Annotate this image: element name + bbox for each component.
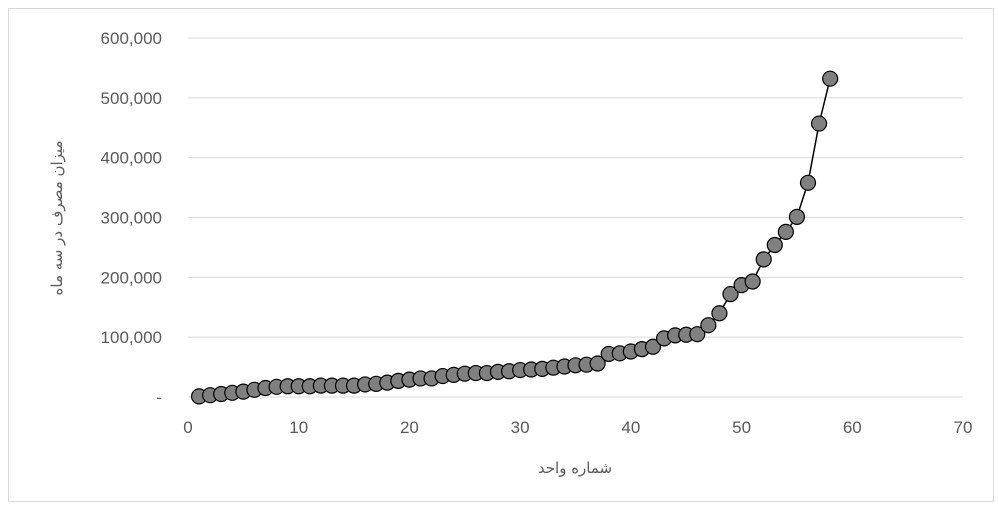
x-tick-labels: 0 10 20 30 40 50 60 70 bbox=[183, 418, 972, 437]
series bbox=[190, 70, 839, 405]
y-tick-label: 400,000 bbox=[101, 149, 162, 168]
y-tick-label: 200,000 bbox=[101, 268, 162, 287]
y-tick-label: - bbox=[156, 388, 162, 407]
data-point bbox=[799, 174, 817, 191]
chart-frame bbox=[8, 8, 994, 502]
data-point bbox=[766, 236, 783, 254]
x-tick-label: 0 bbox=[183, 418, 192, 437]
data-point bbox=[711, 305, 728, 322]
data-point bbox=[722, 285, 739, 303]
y-tick-label: 300,000 bbox=[101, 209, 162, 228]
x-tick-label: 20 bbox=[400, 418, 419, 437]
data-point bbox=[644, 338, 662, 355]
x-tick-label: 40 bbox=[621, 418, 640, 437]
y-tick-label: 500,000 bbox=[101, 89, 162, 108]
x-tick-label: 30 bbox=[511, 418, 530, 437]
data-point bbox=[810, 115, 828, 132]
data-point bbox=[744, 273, 761, 290]
y-axis-title: میزان مصرف در سه ماه bbox=[48, 141, 66, 296]
y-tick-labels: - 100,000 200,000 300,000 400,000 500,000 600,… bbox=[101, 29, 162, 407]
data-point bbox=[788, 208, 806, 226]
x-axis-title: شماره واحد bbox=[538, 459, 612, 477]
x-tick-label: 60 bbox=[843, 418, 862, 437]
x-tick-label: 10 bbox=[289, 418, 308, 437]
data-point bbox=[777, 223, 794, 240]
data-point bbox=[755, 251, 772, 268]
y-tick-label: 100,000 bbox=[101, 328, 162, 347]
data-point bbox=[822, 70, 839, 87]
data-point bbox=[589, 355, 606, 372]
series-line bbox=[199, 78, 831, 398]
data-point bbox=[700, 317, 717, 334]
x-tick-label: 50 bbox=[732, 418, 751, 437]
data-point bbox=[689, 326, 706, 343]
gridlines bbox=[188, 37, 963, 338]
x-tick-label: 70 bbox=[954, 418, 973, 437]
y-tick-label: 600,000 bbox=[101, 29, 162, 48]
